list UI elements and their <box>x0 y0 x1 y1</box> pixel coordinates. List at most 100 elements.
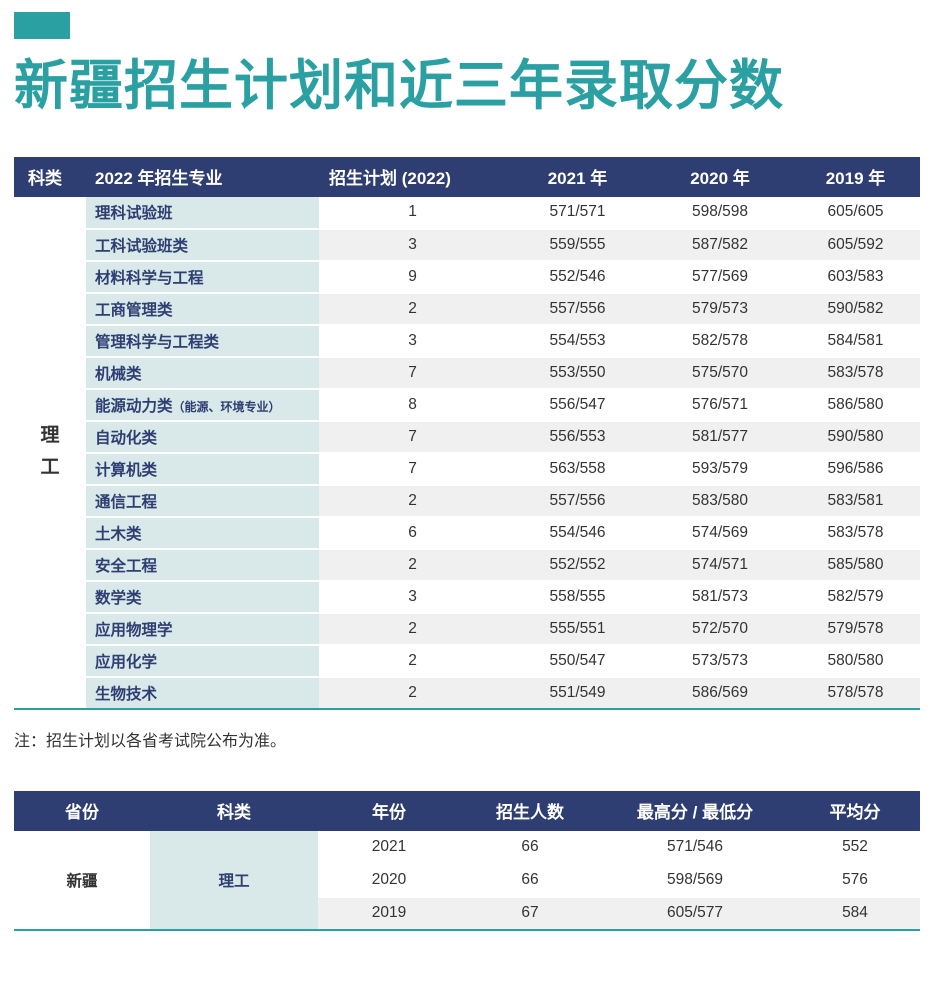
score-cell-y2021: 554/553 <box>506 324 649 358</box>
score-cell-y2020: 572/570 <box>649 612 791 646</box>
plan-cell: 8 <box>319 388 506 422</box>
summary-row: 2019 67 605/577 584 <box>14 896 920 931</box>
major-cell: 应用化学 <box>86 644 319 678</box>
score-cell-y2019: 596/586 <box>791 452 920 486</box>
admission-row: 应用物理学 2 555/551 572/570 579/578 <box>14 612 920 646</box>
summary-row: 新疆 理工 2021 66 571/546 552 <box>14 830 920 931</box>
maxmin-cell: 605/577 <box>600 896 790 931</box>
score-cell-y2019: 583/578 <box>791 356 920 390</box>
header-year: 年份 <box>318 790 460 831</box>
count-cell: 66 <box>460 863 600 898</box>
header-year-2021: 2021 年 <box>506 156 649 197</box>
plan-cell: 3 <box>319 580 506 614</box>
header-enroll-count: 招生人数 <box>460 790 600 831</box>
major-cell: 管理科学与工程类 <box>86 324 319 358</box>
score-cell-y2020: 586/569 <box>649 676 791 710</box>
year-cell: 2020 <box>318 863 460 898</box>
major-cell: 能源动力类（能源、环境专业） <box>86 388 319 422</box>
plan-cell: 3 <box>319 228 506 262</box>
score-cell-y2021: 563/558 <box>506 452 649 486</box>
plan-cell: 2 <box>319 612 506 646</box>
major-cell: 计算机类 <box>86 452 319 486</box>
summary-table-header-row: 省份 科类 年份 招生人数 最高分 / 最低分 平均分 <box>14 790 920 831</box>
major-label: 管理科学与工程类 <box>95 333 220 351</box>
score-cell-y2020: 582/578 <box>649 324 791 358</box>
major-label: 理科试验班 <box>95 205 173 223</box>
major-label: 安全工程 <box>95 557 158 575</box>
score-cell-y2021: 553/550 <box>506 356 649 390</box>
province-summary-table: 省份 科类 年份 招生人数 最高分 / 最低分 平均分 新疆 理工 2021 66 57… <box>14 790 920 931</box>
major-label: 应用物理学 <box>95 621 173 639</box>
score-cell-y2021: 554/546 <box>506 516 649 550</box>
score-cell-y2019: 590/582 <box>791 292 920 326</box>
major-cell: 土木类 <box>86 516 319 550</box>
major-label: 数学类 <box>95 589 142 607</box>
major-cell: 机械类 <box>86 356 319 390</box>
score-cell-y2019: 580/580 <box>791 644 920 678</box>
page-title: 新疆招生计划和近三年录取分数 <box>14 56 784 116</box>
header-province: 省份 <box>14 790 150 831</box>
admission-row: 管理科学与工程类 3 554/553 582/578 584/581 <box>14 324 920 358</box>
plan-cell: 7 <box>319 420 506 454</box>
score-cell-y2021: 552/552 <box>506 548 649 582</box>
score-cell-y2020: 581/577 <box>649 420 791 454</box>
score-cell-y2021: 550/547 <box>506 644 649 678</box>
score-cell-y2019: 583/581 <box>791 484 920 518</box>
major-cell: 理科试验班 <box>86 196 319 230</box>
admission-row: 通信工程 2 557/556 583/580 583/581 <box>14 484 920 518</box>
admission-row: 计算机类 7 563/558 593/579 596/586 <box>14 452 920 486</box>
score-cell-y2020: 579/573 <box>649 292 791 326</box>
plan-cell: 2 <box>319 292 506 326</box>
score-cell-y2020: 574/571 <box>649 548 791 582</box>
accent-bar <box>14 12 70 39</box>
score-cell-y2021: 559/555 <box>506 228 649 262</box>
major-label: 机械类 <box>95 365 142 383</box>
major-label: 应用化学 <box>95 653 158 671</box>
province-cell: 新疆 <box>14 830 150 931</box>
admission-row: 材料科学与工程 9 552/546 577/569 603/583 <box>14 260 920 294</box>
year-cell: 2021 <box>318 830 460 865</box>
major-label: 土木类 <box>95 525 142 543</box>
admission-table-header-row: 科类 2022 年招生专业 招生计划 (2022) 2021 年 2020 年 … <box>14 156 920 197</box>
score-cell-y2020: 574/569 <box>649 516 791 550</box>
header-year-2020: 2020 年 <box>649 156 791 197</box>
score-cell-y2019: 584/581 <box>791 324 920 358</box>
avg-cell: 576 <box>790 863 920 898</box>
admission-row: 安全工程 2 552/552 574/571 585/580 <box>14 548 920 582</box>
score-cell-y2021: 556/547 <box>506 388 649 422</box>
major-cell: 工商管理类 <box>86 292 319 326</box>
score-cell-y2020: 576/571 <box>649 388 791 422</box>
score-cell-y2019: 605/605 <box>791 196 920 230</box>
header-category: 科类 <box>150 790 318 831</box>
score-cell-y2021: 556/553 <box>506 420 649 454</box>
plan-cell: 6 <box>319 516 506 550</box>
score-cell-y2020: 593/579 <box>649 452 791 486</box>
note-text: 注：招生计划以各省考试院公布为准。 <box>14 732 287 750</box>
major-label: 能源动力类 <box>95 397 173 415</box>
header-plan-2022: 招生计划 (2022) <box>319 156 506 197</box>
admission-score-table: 科类 2022 年招生专业 招生计划 (2022) 2021 年 2020 年 … <box>14 156 920 710</box>
major-sublabel: （能源、环境专业） <box>172 399 281 414</box>
score-cell-y2019: 583/578 <box>791 516 920 550</box>
score-cell-y2021: 552/546 <box>506 260 649 294</box>
admission-row: 理工 理科试验班 1 571/571 598/598 605/605 <box>14 196 920 710</box>
score-cell-y2019: 582/579 <box>791 580 920 614</box>
plan-cell: 2 <box>319 676 506 710</box>
summary-row: 2020 66 598/569 576 <box>14 863 920 898</box>
page: 新疆招生计划和近三年录取分数 科类 2022 年招生专业 招生计划 (2022)… <box>14 12 920 931</box>
score-cell-y2020: 587/582 <box>649 228 791 262</box>
major-label: 生物技术 <box>95 685 158 703</box>
major-cell: 生物技术 <box>86 676 319 710</box>
score-cell-y2019: 578/578 <box>791 676 920 710</box>
major-label: 材料科学与工程 <box>95 269 204 287</box>
major-label: 自动化类 <box>95 429 158 447</box>
major-cell: 通信工程 <box>86 484 319 518</box>
year-cell: 2019 <box>318 896 460 931</box>
avg-cell: 584 <box>790 896 920 931</box>
maxmin-cell: 571/546 <box>600 830 790 865</box>
plan-cell: 3 <box>319 324 506 358</box>
admission-row: 能源动力类（能源、环境专业） 8 556/547 576/571 586/580 <box>14 388 920 422</box>
major-cell: 数学类 <box>86 580 319 614</box>
major-cell: 自动化类 <box>86 420 319 454</box>
plan-cell: 2 <box>319 484 506 518</box>
